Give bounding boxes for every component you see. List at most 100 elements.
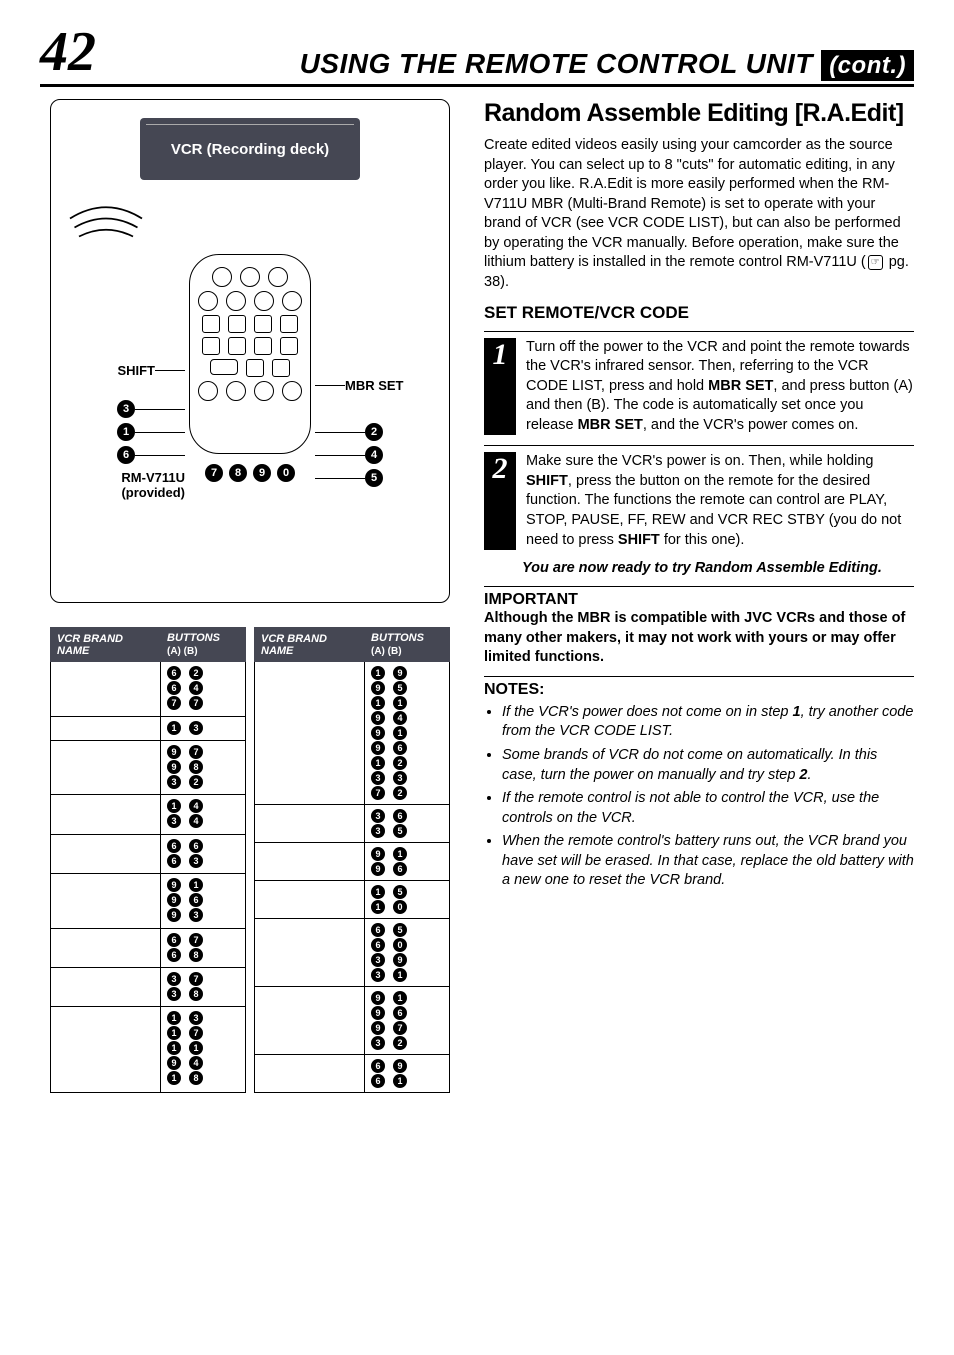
brand-cell: [51, 662, 161, 717]
brand-cell: [255, 987, 365, 1055]
table-row: 919693: [51, 873, 246, 928]
code-digit: 9: [371, 726, 385, 740]
code-digit: 7: [167, 696, 181, 710]
th-buttons: BUTTONS (A) (B): [161, 628, 246, 662]
buttons-cell: 6663: [161, 834, 246, 873]
code-digit: 7: [189, 933, 203, 947]
code-digit: 6: [371, 1059, 385, 1073]
brand-cell: [51, 928, 161, 967]
step-number: 2: [484, 452, 516, 550]
code-digit: 4: [189, 799, 203, 813]
code-digit: 9: [371, 711, 385, 725]
callout-num: 4: [365, 446, 383, 464]
brand-cell: [255, 843, 365, 881]
code-digit: 9: [371, 862, 385, 876]
code-digit: 1: [393, 968, 407, 982]
code-digit: 3: [189, 854, 203, 868]
code-digit: 4: [189, 1056, 203, 1070]
code-digit: 9: [371, 681, 385, 695]
buttons-cell: 3635: [365, 805, 450, 843]
table-row: 979832: [51, 740, 246, 795]
code-digit: 6: [371, 1074, 385, 1088]
code-digit: 2: [189, 775, 203, 789]
th-buttons: BUTTONS (A) (B): [365, 628, 450, 662]
code-digit: 5: [393, 885, 407, 899]
code-digit: 6: [393, 809, 407, 823]
section-title: Random Assemble Editing [R.A.Edit]: [484, 99, 914, 128]
buttons-cell: 1317119418: [161, 1007, 246, 1093]
code-digit: 1: [393, 726, 407, 740]
code-digit: 8: [189, 760, 203, 774]
code-digit: 6: [167, 839, 181, 853]
code-digit: 1: [393, 696, 407, 710]
ready-text: You are now ready to try Random Assemble…: [522, 560, 914, 576]
notes-list: If the VCR's power does not come on in s…: [484, 703, 914, 891]
provided-label: (provided): [121, 485, 185, 500]
code-digit: 9: [167, 893, 181, 907]
code-digit: 1: [189, 878, 203, 892]
code-digit: 1: [189, 1041, 203, 1055]
brand-cell: [255, 881, 365, 919]
step-2: 2 Make sure the VCR's power is on. Then,…: [484, 445, 914, 550]
vcr-label: VCR (Recording deck): [171, 141, 329, 158]
brand-cell: [255, 1055, 365, 1093]
callout-6: 6: [117, 446, 185, 464]
buttons-cell: 1434: [161, 795, 246, 834]
code-digit: 1: [371, 756, 385, 770]
code-digit: 6: [393, 741, 407, 755]
code-digit: 0: [393, 900, 407, 914]
table-row: 6768: [51, 928, 246, 967]
code-digit: 3: [167, 987, 181, 1001]
code-digit: 3: [167, 775, 181, 789]
subhead: SET REMOTE/VCR CODE: [484, 303, 914, 323]
code-digit: 9: [371, 1006, 385, 1020]
note-item: When the remote control's battery runs o…: [502, 832, 914, 891]
callout-num: 5: [365, 469, 383, 487]
code-digit: 9: [371, 1021, 385, 1035]
remote-diagram: VCR (Recording deck) SHIFT 3: [50, 99, 450, 603]
brand-cell: [51, 873, 161, 928]
code-digit: 9: [393, 953, 407, 967]
code-digit: 9: [167, 760, 181, 774]
code-digit: 2: [393, 756, 407, 770]
code-digit: 3: [393, 771, 407, 785]
code-digit: 6: [393, 1006, 407, 1020]
table-row: 91969732: [255, 987, 450, 1055]
brand-cell: [51, 795, 161, 834]
brand-cell: [51, 1007, 161, 1093]
code-digit: 5: [393, 681, 407, 695]
vcr-box: VCR (Recording deck): [140, 118, 360, 180]
buttons-cell: 91969732: [365, 987, 450, 1055]
table-row: 199511949196123372: [255, 662, 450, 805]
callout-5: 5: [315, 469, 383, 487]
table-row: 6663: [51, 834, 246, 873]
code-table-right: VCR BRAND NAME BUTTONS (A) (B) 199511949…: [254, 627, 450, 1093]
code-digit: 0: [393, 938, 407, 952]
code-digit: 3: [189, 908, 203, 922]
page-ref-icon: ☞: [868, 255, 883, 271]
important-header: IMPORTANT: [484, 586, 914, 609]
code-digit: 3: [167, 972, 181, 986]
signal-icon: [61, 196, 151, 241]
code-digit: 1: [393, 1074, 407, 1088]
code-digit: 9: [371, 741, 385, 755]
brand-cell: [255, 662, 365, 805]
code-digit: 8: [189, 987, 203, 1001]
table-row: 1510: [255, 881, 450, 919]
table-row: 3738: [51, 967, 246, 1006]
code-digit: 9: [371, 847, 385, 861]
notes-header: NOTES:: [484, 676, 914, 699]
table-row: 1317119418: [51, 1007, 246, 1093]
intro-text: Create edited videos easily using your c…: [484, 136, 914, 293]
code-digit: 6: [167, 854, 181, 868]
code-digit: 7: [189, 972, 203, 986]
table-row: 626477: [51, 662, 246, 717]
code-digit: 9: [393, 1059, 407, 1073]
buttons-cell: 1510: [365, 881, 450, 919]
code-digit: 2: [393, 786, 407, 800]
table-row: 65603931: [255, 919, 450, 987]
code-digit: 1: [393, 847, 407, 861]
code-digit: 4: [393, 711, 407, 725]
brand-cell: [51, 716, 161, 740]
table-row: 6961: [255, 1055, 450, 1093]
